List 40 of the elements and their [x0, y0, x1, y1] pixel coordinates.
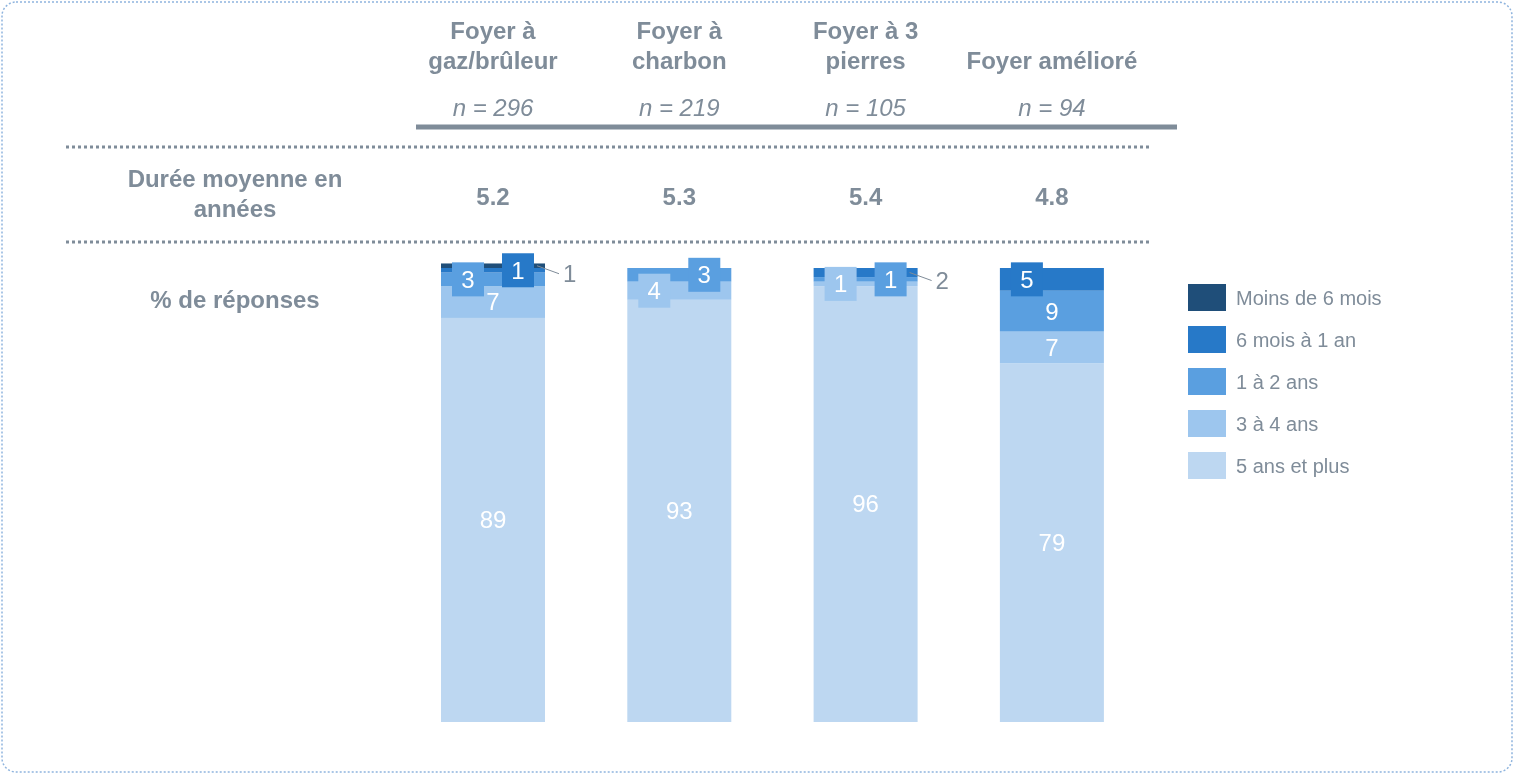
text: Durée moyenne en années: [127, 165, 343, 223]
data-label: 89: [479, 506, 507, 534]
data-label: 7: [1045, 333, 1059, 361]
data-label: 93: [665, 497, 693, 525]
text: % de réponses: [150, 286, 320, 314]
data-label: 9: [1045, 297, 1059, 325]
data-label: 1: [563, 260, 577, 288]
data-label: 7: [486, 288, 500, 316]
x-tick-label: Foyer à gaz/brûleur: [428, 17, 558, 75]
data-label: 4: [647, 277, 661, 305]
legend-label: 6 mois à 1 an: [1236, 329, 1357, 351]
text: n = 105: [825, 94, 907, 122]
x-tick-label: Foyer à 3 pierres: [812, 17, 919, 75]
text: 5.3: [662, 183, 696, 211]
data-label: 3: [461, 265, 475, 293]
bar: [999, 290, 1104, 332]
bar: [627, 299, 732, 722]
legend-label: 5 ans et plus: [1236, 455, 1350, 477]
legend-label: 3 à 4 ans: [1236, 413, 1319, 435]
data-label: 79: [1038, 529, 1066, 557]
text: n = 296: [452, 94, 535, 122]
data-label: 3: [697, 261, 711, 289]
bar: [999, 331, 1104, 364]
text: 5.4: [848, 183, 883, 211]
text: 5.2: [476, 183, 510, 211]
bar: [999, 363, 1104, 722]
data-label: 1: [833, 270, 848, 298]
data-label: 2: [935, 266, 949, 294]
text: 4.8: [1035, 183, 1069, 211]
x-tick-label: Foyer à charbon: [631, 17, 727, 75]
data-label: 5: [1020, 265, 1034, 293]
text: n = 94: [1018, 94, 1086, 122]
legend-label: 1 à 2 ans: [1236, 371, 1319, 393]
data-label: 1: [883, 265, 898, 293]
bar: [441, 317, 545, 722]
data-label: 1: [511, 256, 525, 284]
legend-label: Moins de 6 mois: [1236, 287, 1382, 309]
x-tick-label: Foyer amélioré: [966, 47, 1138, 75]
data-label: 96: [852, 490, 879, 518]
text: n = 219: [638, 94, 720, 122]
